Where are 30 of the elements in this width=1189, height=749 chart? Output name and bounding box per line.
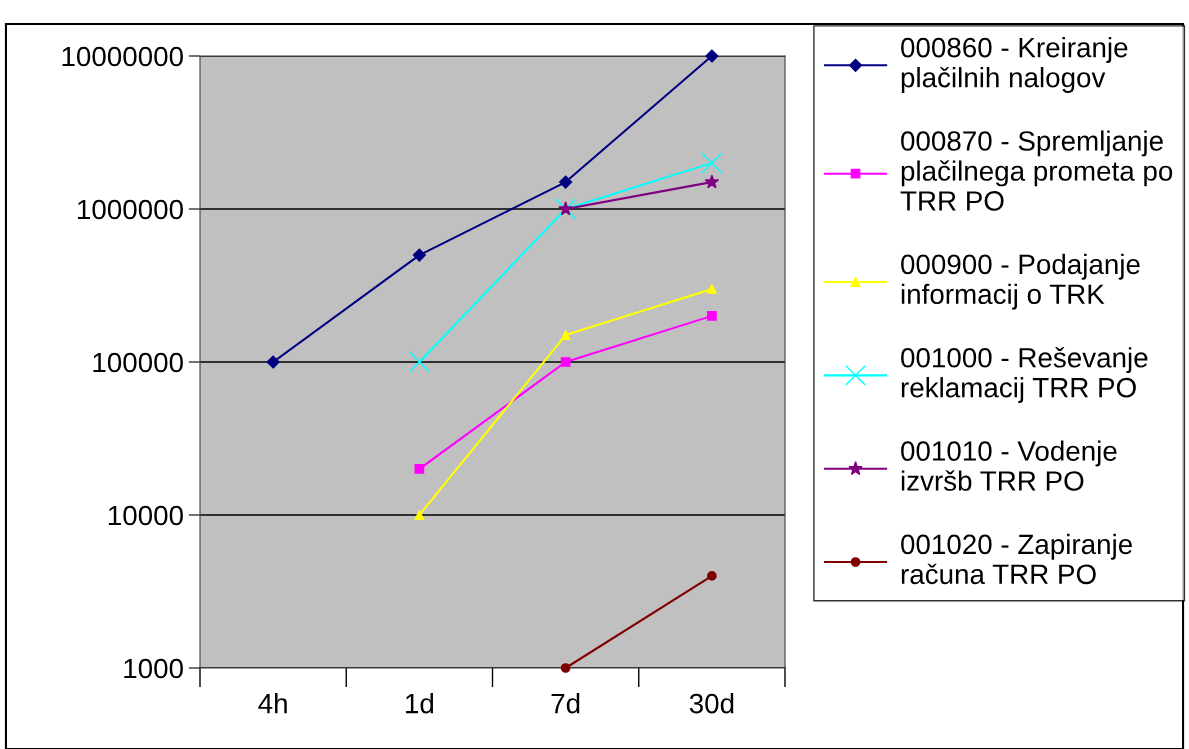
point	[560, 663, 571, 673]
point	[560, 330, 571, 340]
point	[707, 284, 717, 294]
legend-label: 001010 - Vodenje izvršb TRR PO	[901, 440, 1117, 491]
legend-label: 000900 - Podajanje informacij o TRK	[901, 253, 1140, 310]
y-tick-label: 1000000	[78, 199, 183, 220]
point	[559, 175, 573, 189]
legend-label: 000860 - Kreiranje plačilnih nalogov	[901, 37, 1128, 93]
y-tick-label: 1000	[124, 658, 183, 679]
legend-label: 000870 - Spremljanje plačilnega prometa po TRR PO	[900, 130, 1173, 211]
legend-label: 001000 - Reševanje reklamacij TRR PO	[901, 347, 1148, 403]
legend-label: 001020 - Zapiranje računa TRR PO	[901, 533, 1132, 585]
point	[408, 351, 430, 373]
point	[707, 571, 717, 581]
y-tick-label: 100000	[93, 352, 183, 373]
point	[414, 510, 425, 520]
point	[266, 355, 280, 369]
point	[701, 152, 723, 174]
point	[705, 49, 719, 63]
x-tick-label: 7d	[551, 693, 580, 714]
point	[707, 311, 717, 321]
x-tick-label: 4h	[258, 693, 287, 714]
x-tick-label: 30d	[689, 693, 734, 714]
point	[560, 357, 571, 367]
point	[704, 174, 720, 189]
point	[414, 464, 425, 474]
y-tick-label: 10000	[108, 505, 183, 526]
y-tick-label: 10000000	[62, 46, 183, 67]
point	[412, 248, 426, 262]
x-tick-label: 1d	[406, 693, 434, 714]
